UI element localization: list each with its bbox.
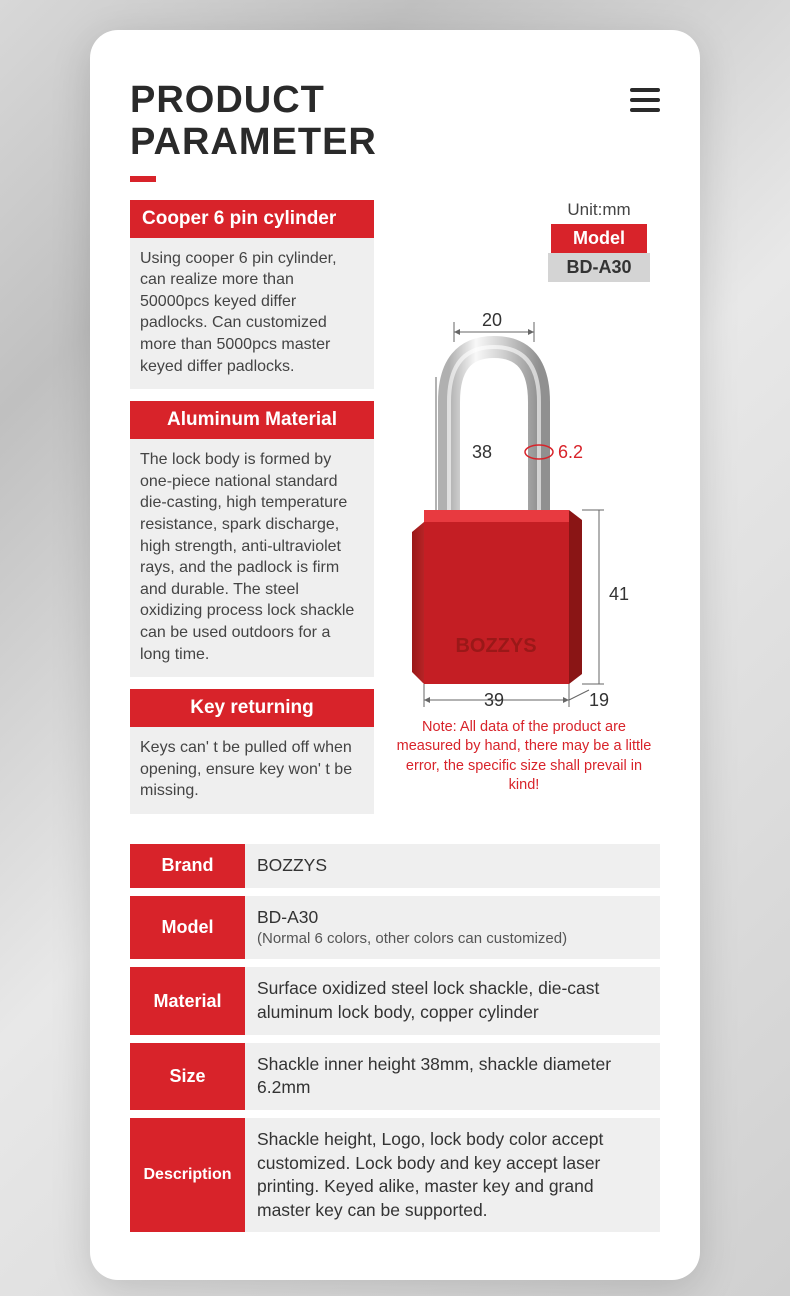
product-card: PRODUCT PARAMETER Cooper 6 pin cylinder …	[90, 30, 700, 1280]
spec-row: Material Surface oxidized steel lock sha…	[130, 967, 660, 1034]
unit-label: Unit:mm	[567, 200, 630, 220]
features-column: Cooper 6 pin cylinder Using cooper 6 pin…	[130, 200, 374, 826]
spec-label-description: Description	[130, 1118, 245, 1233]
spec-value-description: Shackle height, Logo, lock body color ac…	[245, 1118, 660, 1233]
spec-row: Size Shackle inner height 38mm, shackle …	[130, 1043, 660, 1110]
section-header-1: Aluminum Material	[130, 401, 374, 439]
spec-table: Brand BOZZYS Model BD-A30 (Normal 6 colo…	[130, 844, 660, 1233]
spec-row: Brand BOZZYS	[130, 844, 660, 888]
section-header-0: Cooper 6 pin cylinder	[130, 200, 374, 238]
spec-value-model: BD-A30 (Normal 6 colors, other colors ca…	[245, 896, 660, 960]
spec-value-material: Surface oxidized steel lock shackle, die…	[245, 967, 660, 1034]
measurement-note: Note: All data of the product are measur…	[388, 718, 660, 796]
dim-shackle-height: 38	[472, 442, 492, 463]
dim-shackle-width: 20	[482, 310, 502, 331]
spec-row: Model BD-A30 (Normal 6 colors, other col…	[130, 896, 660, 960]
hamburger-menu-icon[interactable]	[630, 88, 660, 112]
accent-bar	[130, 176, 156, 182]
header-row: PRODUCT PARAMETER	[130, 80, 660, 200]
section-body-2: Keys can' t be pulled off when opening, …	[130, 727, 374, 814]
spec-row: Description Shackle height, Logo, lock b…	[130, 1118, 660, 1233]
padlock-diagram: BOZZYS 20 38	[394, 292, 654, 712]
spec-label-model: Model	[130, 896, 245, 960]
section-body-1: The lock body is formed by one-piece nat…	[130, 439, 374, 677]
model-header: Model	[551, 224, 647, 253]
dim-body-depth: 19	[589, 690, 609, 711]
page-title: PRODUCT PARAMETER	[130, 80, 377, 200]
spec-label-size: Size	[130, 1043, 245, 1110]
model-value: BD-A30	[548, 253, 649, 282]
title-line2: PARAMETER	[130, 122, 377, 164]
dim-shackle-diameter: 6.2	[558, 442, 583, 463]
content-columns: Cooper 6 pin cylinder Using cooper 6 pin…	[130, 200, 660, 826]
model-box: Unit:mm Model BD-A30	[538, 200, 660, 282]
spec-label-brand: Brand	[130, 844, 245, 888]
diagram-column: Unit:mm Model BD-A30	[388, 200, 660, 826]
padlock-brand-text: BOZZYS	[455, 635, 536, 657]
section-header-2: Key returning	[130, 689, 374, 727]
spec-value-size: Shackle inner height 38mm, shackle diame…	[245, 1043, 660, 1110]
dim-body-width: 39	[484, 690, 504, 711]
dim-body-height: 41	[609, 584, 629, 605]
spec-label-material: Material	[130, 967, 245, 1034]
spec-value-brand: BOZZYS	[245, 844, 660, 888]
section-body-0: Using cooper 6 pin cylinder, can realize…	[130, 238, 374, 390]
title-line1: PRODUCT	[130, 80, 377, 122]
padlock-svg: BOZZYS	[394, 292, 654, 712]
